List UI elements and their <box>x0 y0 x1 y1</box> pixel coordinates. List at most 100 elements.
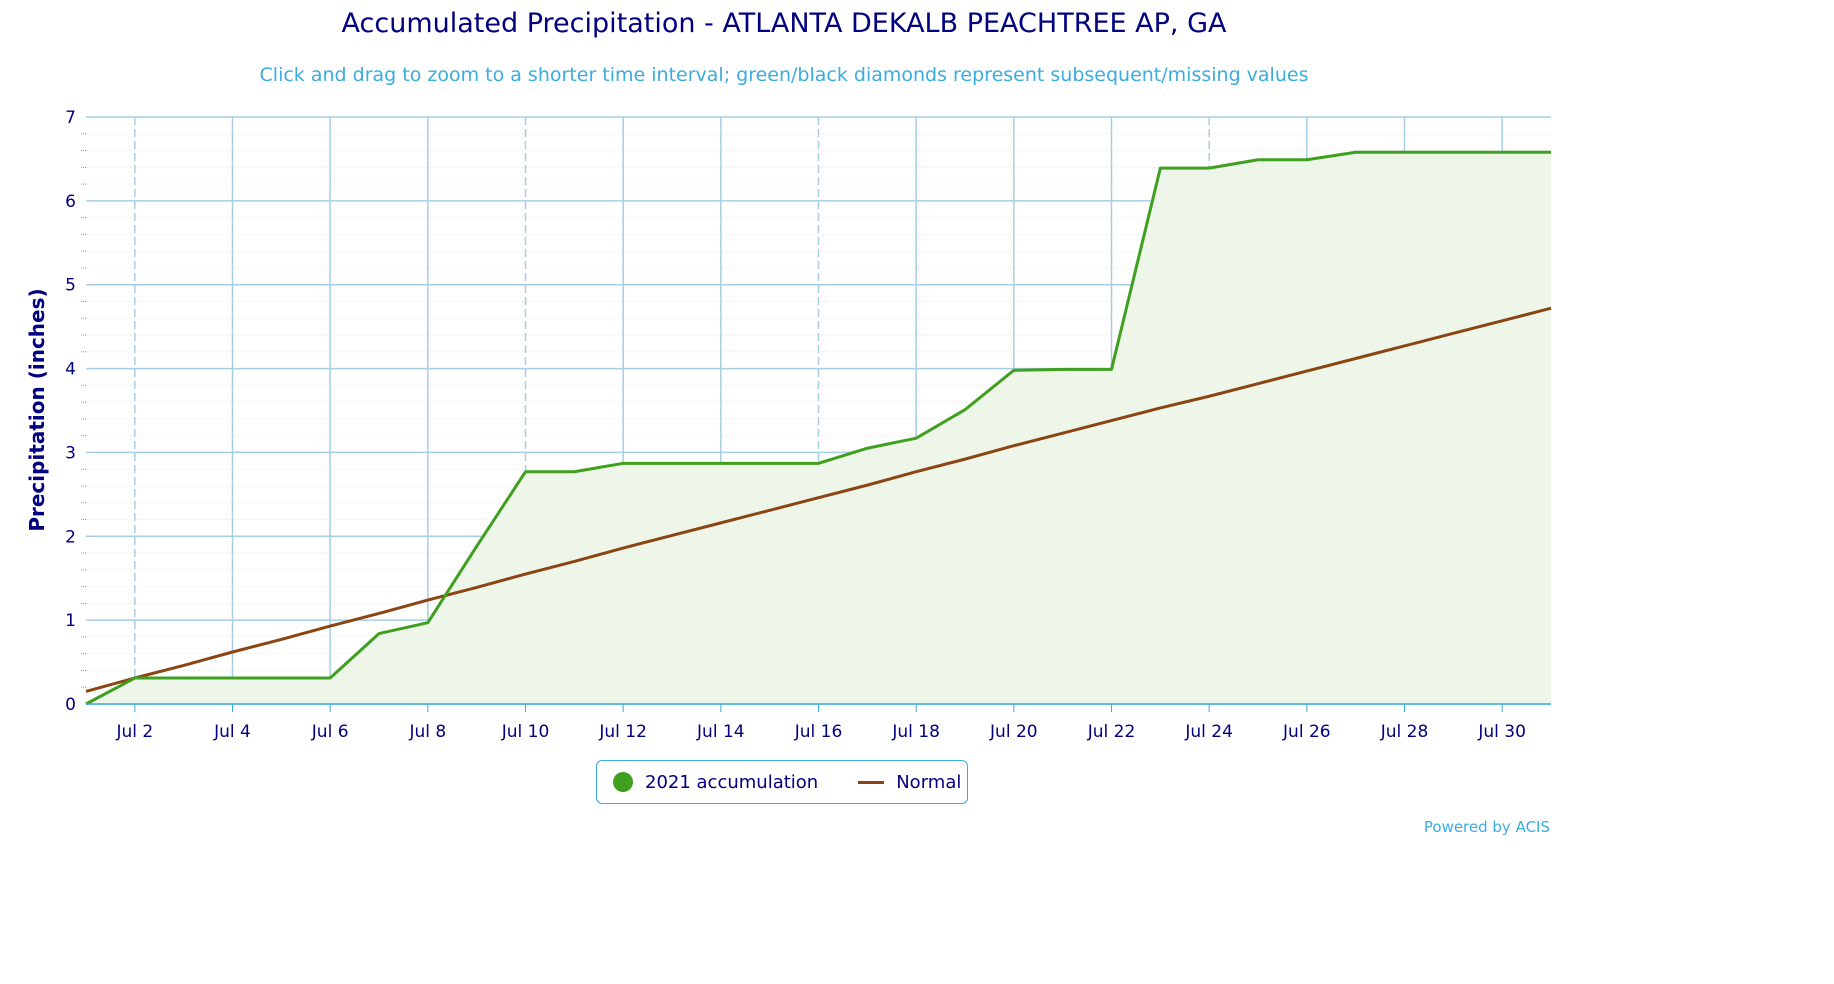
normal-point <box>767 507 773 513</box>
x-tick-label: Jul 30 <box>1477 722 1526 742</box>
y-tick-label: 5 <box>65 276 76 296</box>
normal-point <box>1548 305 1554 311</box>
accumulation-point <box>767 460 773 466</box>
accumulation-area <box>86 152 1551 705</box>
accumulation-point <box>1011 367 1017 373</box>
x-tick-label: Jul 2 <box>115 722 153 742</box>
normal-point <box>278 636 284 642</box>
credits-link[interactable]: Powered by ACIS <box>1423 818 1550 836</box>
normal-point <box>913 469 919 475</box>
accumulation-point <box>474 543 480 549</box>
y-tick-label: 6 <box>65 192 76 212</box>
legend-label-accumulation: 2021 accumulation <box>645 771 819 793</box>
normal-point <box>474 584 480 590</box>
normal-point <box>181 662 187 668</box>
normal-point <box>1011 443 1017 449</box>
x-tick-label: Jul 22 <box>1087 722 1136 742</box>
accumulation-point <box>816 460 822 466</box>
accumulation-point <box>962 407 968 413</box>
accumulation-point <box>864 445 870 451</box>
x-tick-label: Jul 4 <box>213 722 251 742</box>
series-layer <box>83 149 1554 706</box>
accumulation-point <box>425 620 431 626</box>
accumulation-point <box>181 675 187 681</box>
accumulation-point <box>376 631 382 637</box>
accumulation-point <box>1499 149 1505 155</box>
x-tick-label: Jul 20 <box>989 722 1038 742</box>
accumulation-point <box>1060 366 1066 372</box>
x-tick-label: Jul 6 <box>311 722 349 742</box>
normal-point <box>1255 381 1261 387</box>
axis-layer: 0 1 2 3 4 5 6 7 Jul 2 Jul 4 Jul 6 Jul 8 Jul 10 Jul 12… <box>65 108 1551 742</box>
accumulation-point <box>1157 165 1163 171</box>
normal-point <box>230 649 236 655</box>
accumulation-point <box>1450 149 1456 155</box>
legend-label-normal: Normal <box>896 771 962 793</box>
legend-marker-accumulation <box>613 772 633 792</box>
y-tick-label: 7 <box>65 108 76 128</box>
accumulation-point <box>1402 149 1408 155</box>
accumulation-point <box>1548 149 1554 155</box>
accumulation-point <box>1304 157 1310 163</box>
legend: 2021 accumulation Normal <box>596 760 968 804</box>
accumulation-point <box>669 460 675 466</box>
x-tick-label: Jul 14 <box>696 722 745 742</box>
normal-point <box>1109 418 1115 424</box>
y-tick-label: 1 <box>65 611 76 631</box>
normal-point <box>620 545 626 551</box>
normal-point <box>1450 330 1456 336</box>
legend-marker-normal <box>858 780 885 784</box>
normal-point <box>1060 430 1066 436</box>
normal-point <box>1304 368 1310 374</box>
x-tick-label: Jul 18 <box>891 722 940 742</box>
accumulation-point <box>1206 165 1212 171</box>
accumulation-point <box>230 675 236 681</box>
y-tick-label: 4 <box>65 360 76 380</box>
accumulation-point <box>718 460 724 466</box>
accumulation-point <box>327 675 333 681</box>
normal-point <box>1499 318 1505 324</box>
x-tick-label: Jul 28 <box>1380 722 1429 742</box>
normal-point <box>571 558 577 564</box>
normal-point <box>376 610 382 616</box>
normal-point <box>816 495 822 501</box>
normal-point <box>864 482 870 488</box>
y-tick-label: 2 <box>65 527 76 547</box>
accumulation-point <box>620 460 626 466</box>
legend-item-accumulation[interactable]: 2021 accumulation <box>613 772 818 793</box>
x-tick-label: Jul 8 <box>408 722 446 742</box>
normal-point <box>523 571 529 577</box>
accumulation-point <box>1255 157 1261 163</box>
normal-point <box>1353 356 1359 362</box>
normal-point <box>132 675 138 681</box>
normal-point <box>83 688 89 694</box>
accumulation-point <box>571 469 577 475</box>
x-tick-label: Jul 10 <box>501 722 550 742</box>
x-tick-label: Jul 16 <box>794 722 843 742</box>
x-tick-label: Jul 12 <box>598 722 647 742</box>
accumulation-point <box>1109 366 1115 372</box>
y-tick-label: 3 <box>65 443 76 463</box>
normal-point <box>327 623 333 629</box>
legend-item-normal[interactable]: Normal <box>858 772 961 793</box>
normal-point <box>718 520 724 526</box>
x-tick-label: Jul 26 <box>1282 722 1331 742</box>
y-axis-title: Precipitation (inches) <box>25 288 49 532</box>
normal-line <box>85 306 1552 693</box>
normal-point <box>962 456 968 462</box>
accumulation-point <box>523 469 529 475</box>
normal-point <box>669 532 675 538</box>
normal-point <box>1206 393 1212 399</box>
x-tick-label: Jul 24 <box>1184 722 1233 742</box>
accumulation-point <box>913 435 919 441</box>
normal-point <box>1157 405 1163 411</box>
normal-point <box>425 597 431 603</box>
accumulation-point <box>278 675 284 681</box>
chart-subtitle: Click and drag to zoom to a shorter time… <box>259 64 1309 86</box>
normal-point <box>1402 343 1408 349</box>
accumulation-line <box>85 150 1551 706</box>
accumulation-point <box>1353 149 1359 155</box>
chart-title: Accumulated Precipitation - ATLANTA DEKA… <box>341 8 1227 39</box>
y-tick-label: 0 <box>65 695 76 715</box>
